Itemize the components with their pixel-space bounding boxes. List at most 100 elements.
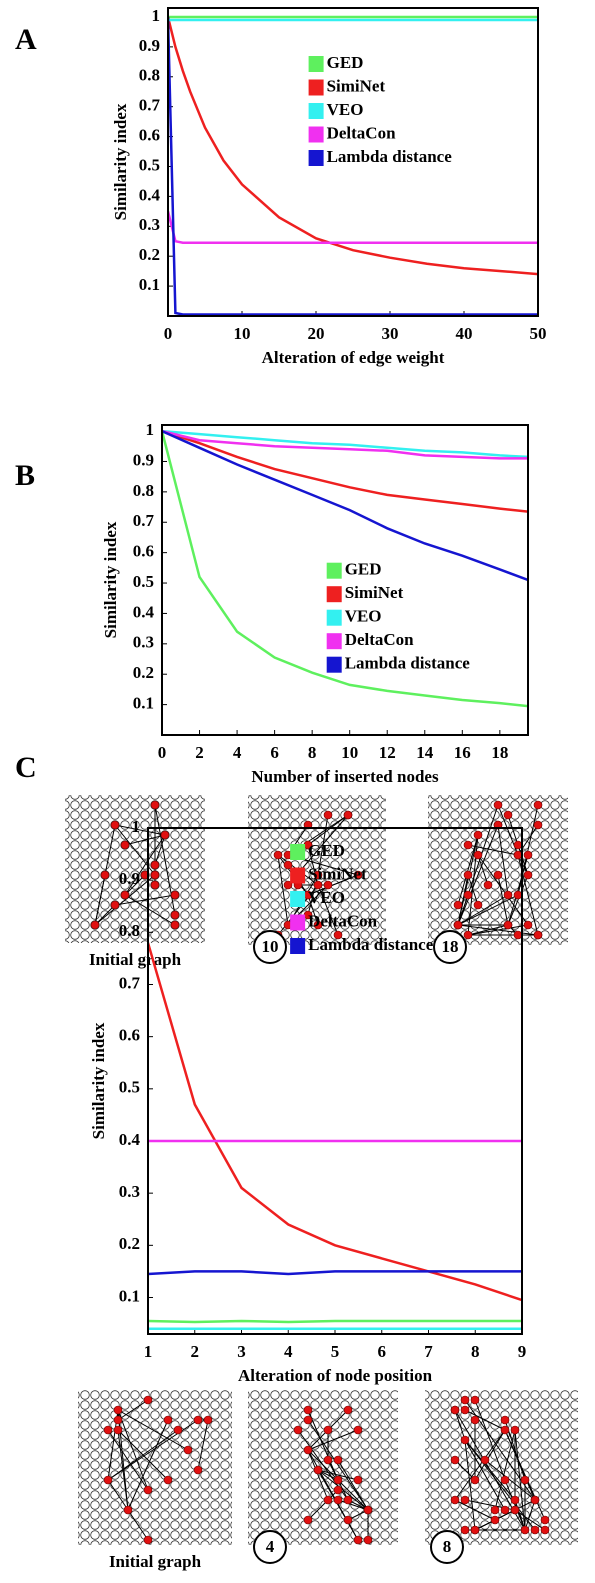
- graph-edge: [114, 824, 166, 836]
- x-tick-label: 8: [308, 743, 317, 762]
- inset-badge: [253, 1530, 287, 1564]
- graph-node: [493, 870, 503, 880]
- graph-node: [473, 900, 483, 910]
- graph-node: [533, 930, 543, 940]
- graph-node: [110, 820, 120, 830]
- graph-node: [303, 1515, 313, 1525]
- x-tick-label: 2: [191, 1342, 200, 1361]
- graph-node: [500, 1425, 510, 1435]
- graph-edge: [497, 824, 509, 896]
- graph-node: [513, 850, 523, 860]
- y-tick-label: 0.2: [139, 245, 160, 264]
- graph-node: [150, 860, 160, 870]
- legend-swatch: [326, 609, 342, 626]
- y-tick-label: 0.3: [119, 1182, 140, 1201]
- graph-node: [523, 870, 533, 880]
- graph-node: [303, 1405, 313, 1415]
- graph-node: [463, 890, 473, 900]
- graph-node: [540, 1525, 550, 1535]
- graph-node: [523, 920, 533, 930]
- inset-label: Initial graph: [109, 1552, 202, 1571]
- graph-node: [510, 1425, 520, 1435]
- y-tick-label: 0.8: [139, 66, 160, 85]
- graph-node: [113, 1425, 123, 1435]
- graph-edge: [457, 834, 479, 926]
- x-tick-label: 6: [378, 1342, 387, 1361]
- legend-swatch: [290, 844, 306, 860]
- graph-node: [460, 1395, 470, 1405]
- x-tick-label: 10: [341, 743, 358, 762]
- graph-node: [110, 900, 120, 910]
- graph-edge: [464, 1439, 536, 1531]
- graph-node: [473, 850, 483, 860]
- graph-edge: [124, 894, 176, 926]
- legend-swatch: [308, 126, 324, 143]
- graph-edge: [467, 874, 479, 906]
- graph-node: [343, 1405, 353, 1415]
- y-tick-label: 0.2: [133, 663, 154, 682]
- graph-edge: [484, 1459, 536, 1501]
- series-line: [148, 1270, 522, 1276]
- y-tick-label: 0.9: [133, 450, 154, 469]
- graph-edge: [457, 894, 509, 926]
- graph-edge: [317, 814, 329, 876]
- graph-edge: [317, 884, 339, 936]
- series-line: [162, 429, 528, 459]
- legend-swatch: [308, 79, 324, 96]
- legend-swatch: [308, 103, 324, 119]
- y-tick-label: 0.7: [119, 973, 141, 992]
- x-tick-label: 9: [518, 1342, 527, 1361]
- inset-label: 18: [442, 937, 459, 956]
- legend-label: DeltaCon: [308, 911, 377, 930]
- graph-node: [490, 1505, 500, 1515]
- graph-node: [460, 1405, 470, 1415]
- graph-node: [123, 1505, 133, 1515]
- graph-node: [470, 1395, 480, 1405]
- inset-badge: [433, 930, 467, 964]
- inset-label: Initial graph: [89, 950, 182, 969]
- graph-node: [293, 1425, 303, 1435]
- graph-node: [313, 920, 323, 930]
- legend-swatch: [326, 562, 342, 579]
- x-tick-label: 20: [308, 324, 325, 343]
- graph-node: [530, 1525, 540, 1535]
- x-tick-label: 8: [471, 1342, 480, 1361]
- graph-edge: [124, 834, 166, 846]
- legend-label: SimiNet: [327, 76, 386, 95]
- graph-node: [100, 870, 110, 880]
- graph-grid: [425, 1390, 578, 1545]
- legend-swatch: [290, 914, 306, 931]
- graph-edge: [504, 1429, 546, 1521]
- graph-node: [353, 870, 363, 880]
- x-axis-label: Number of inserted nodes: [251, 767, 439, 786]
- graph-node: [353, 1535, 363, 1545]
- series-line: [162, 429, 528, 513]
- graph-edge: [117, 1409, 189, 1451]
- graph-node: [313, 1465, 323, 1475]
- inset-badge: [253, 930, 287, 964]
- graph-edge: [94, 904, 116, 926]
- graph-node: [450, 1405, 460, 1415]
- graph-edge: [107, 1429, 149, 1491]
- graph-node: [193, 1465, 203, 1475]
- y-tick-label: 0.2: [119, 1234, 140, 1253]
- graph-node: [323, 880, 333, 890]
- graph-edge: [317, 1469, 359, 1541]
- graph-edge: [464, 1439, 506, 1511]
- graph-edge: [524, 1499, 536, 1531]
- graph-edge: [117, 1399, 149, 1421]
- y-tick-label: 0.5: [133, 572, 154, 591]
- graph-edge: [464, 1439, 476, 1531]
- graph-node: [170, 890, 180, 900]
- graph-edge: [127, 1419, 169, 1511]
- legend-label: Lambda distance: [345, 654, 471, 673]
- x-tick-label: 10: [234, 324, 251, 343]
- graph-node: [473, 830, 483, 840]
- graph-edge: [94, 874, 106, 926]
- graph-node: [163, 1475, 173, 1485]
- graph-node: [120, 890, 130, 900]
- panel-label: B: [15, 459, 35, 492]
- graph-node: [513, 840, 523, 850]
- graph-edge: [474, 1499, 536, 1531]
- graph-edge: [477, 854, 489, 886]
